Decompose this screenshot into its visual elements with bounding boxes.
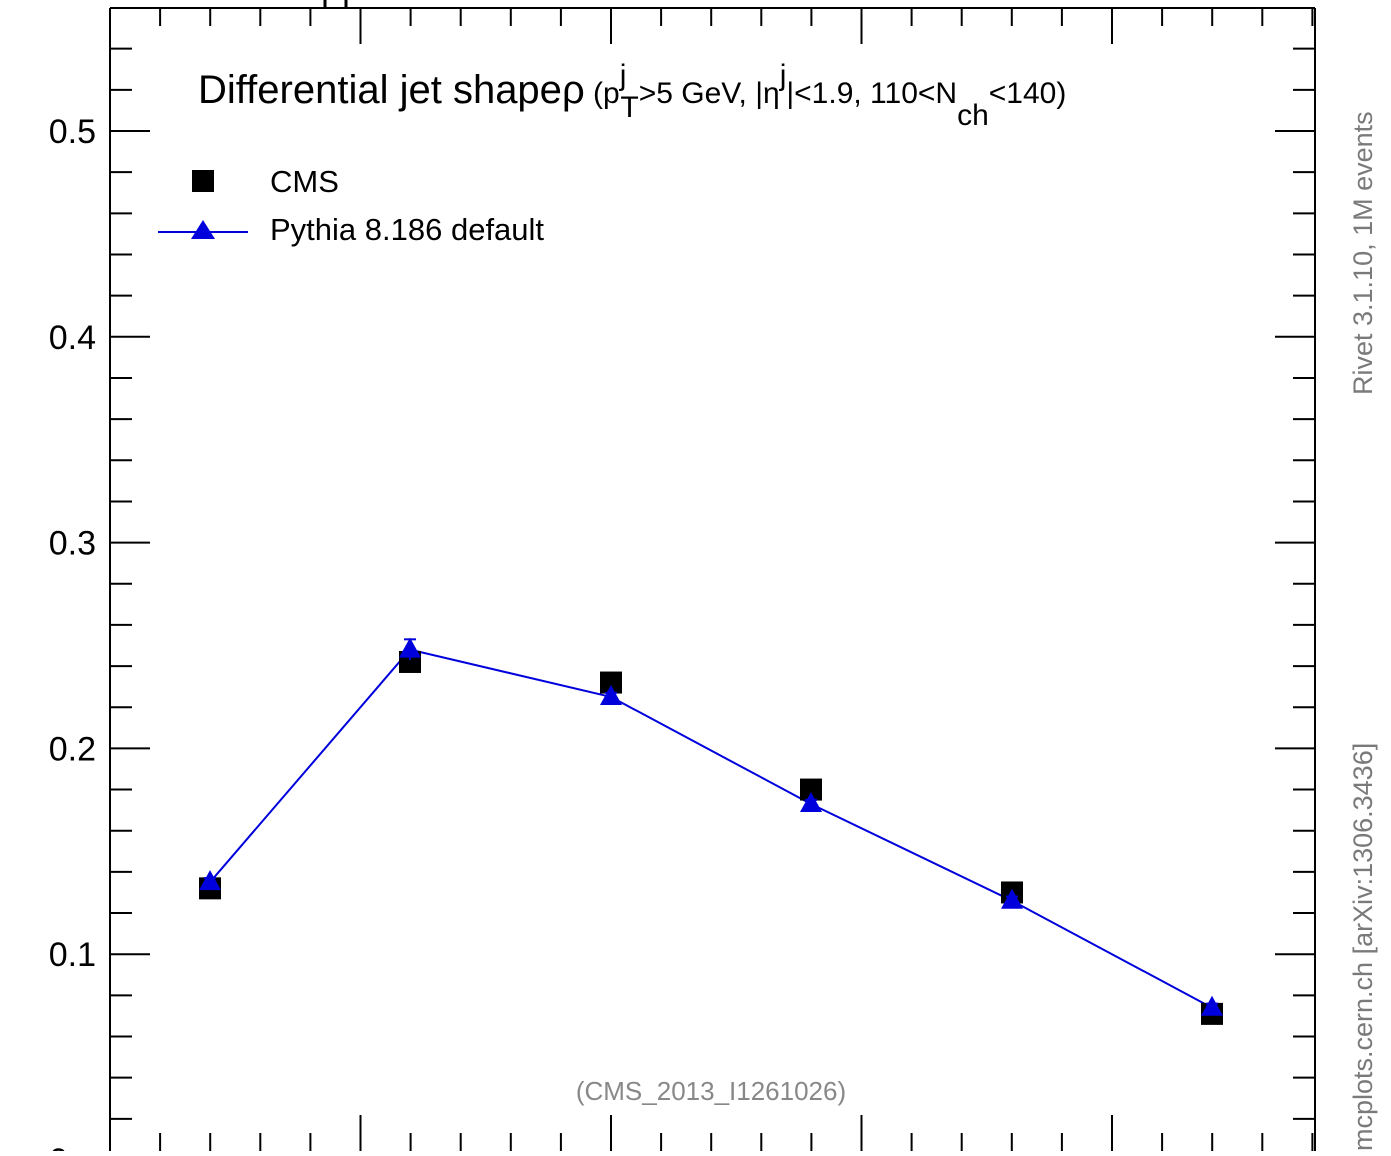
title-main: Differential jet shape — [198, 68, 562, 112]
y-tick-label: 0.4 — [49, 319, 96, 357]
pythia-series-points — [199, 637, 1223, 1016]
pythia-series-line — [209, 648, 1213, 1009]
legend-marker-pythia — [191, 220, 215, 239]
y-tick-label-zero: 0 — [49, 1142, 68, 1151]
analysis-annotation: (CMS_2013_I1261026) — [576, 1076, 846, 1106]
cropped-top-remnant — [323, 0, 348, 8]
title-cond-close: <140) — [989, 77, 1067, 110]
chart-title: Differential jet shapeρ (pj T>5 GeV, |ηj|… — [198, 59, 1066, 132]
pythia-line — [209, 648, 1213, 1009]
legend: CMS Pythia 8.186 default — [158, 164, 544, 247]
title-pt-cut: >5 GeV, |η — [639, 77, 780, 110]
legend-label-cms: CMS — [270, 164, 339, 199]
cms-data-point — [600, 671, 622, 694]
y-tick-label: 0.2 — [49, 730, 96, 768]
legend-entry-pythia: Pythia 8.186 default — [158, 212, 544, 247]
title-pt-sup: j — [619, 59, 627, 92]
legend-entry-cms: CMS — [192, 164, 339, 199]
title-eta-cut: |<1.9, 110<N — [786, 77, 957, 110]
title-cond-open: (p — [585, 77, 620, 110]
title-rho: ρ — [562, 68, 585, 112]
pythia-data-point — [800, 791, 822, 812]
cms-series-points — [199, 650, 1223, 1025]
pythia-data-point — [1201, 995, 1223, 1016]
title-eta-sup: j — [779, 59, 787, 92]
pythia-data-point — [1001, 888, 1023, 909]
rivet-side-label: Rivet 3.1.10, 1M events — [1348, 111, 1378, 395]
pythia-data-point — [600, 684, 622, 705]
legend-marker-cms — [192, 170, 214, 192]
pythia-data-point — [199, 870, 221, 891]
title-pt-sub: T — [620, 91, 638, 124]
y-axis-labels: 0.1 0.2 0.3 0.4 0.5 — [49, 113, 96, 974]
mcplots-side-label: mcplots.cern.ch [arXiv:1306.3436] — [1348, 743, 1378, 1151]
cms-data-point — [800, 778, 822, 801]
legend-label-pythia: Pythia 8.186 default — [270, 212, 544, 247]
title-nch-sub: ch — [957, 99, 989, 132]
y-tick-label: 0.3 — [49, 525, 96, 563]
x-axis-ticks — [109, 8, 1314, 1151]
pythia-data-point — [399, 637, 421, 658]
y-tick-label: 0.5 — [49, 113, 96, 151]
y-tick-label: 0.1 — [49, 936, 96, 974]
y-axis-ticks — [110, 47, 1315, 1120]
